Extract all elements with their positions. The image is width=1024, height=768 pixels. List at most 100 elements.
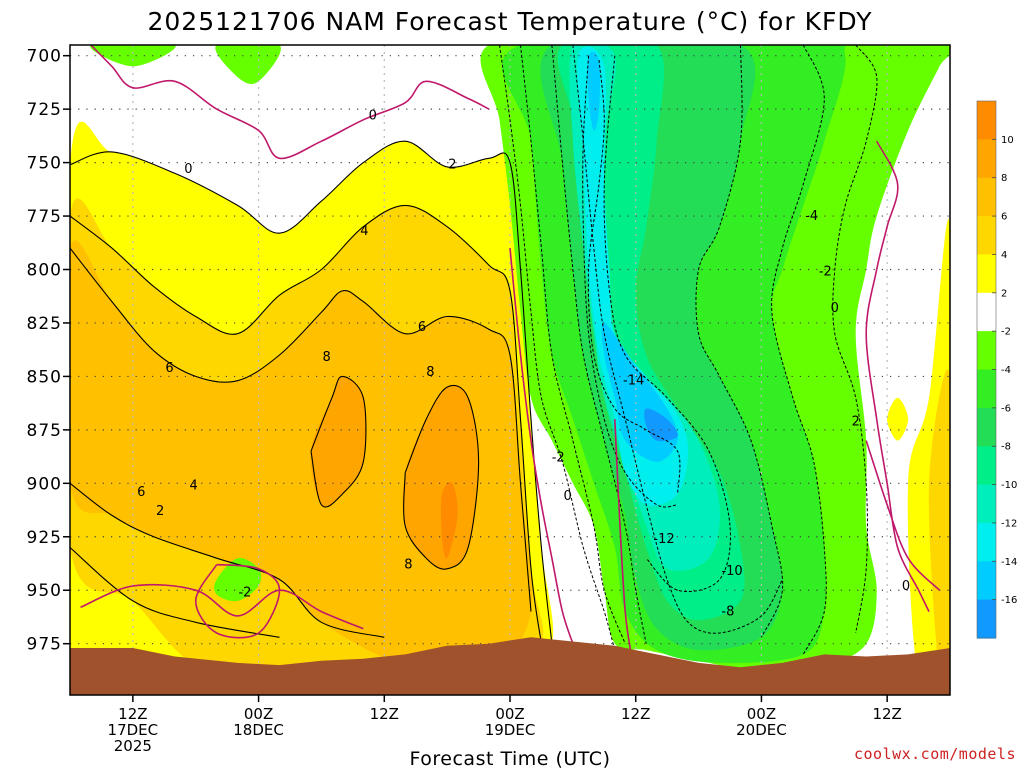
y-tick-label-775: 775 [27,207,62,227]
colorbar-label-7: -6 [1001,403,1011,414]
contour-negative-5 [587,59,681,495]
contour-label-19: -4 [805,209,818,224]
contour-negative-9 [832,45,878,634]
x-tick-label-6-2: 2025 [114,737,152,755]
credit-link[interactable]: coolwx.com/models [854,745,1016,763]
colorbar-swatch-2 [977,177,996,217]
temp-region-16 [887,397,909,441]
contour-zero-3 [80,583,364,630]
x-tick-label-30-0: 12Z [370,705,399,723]
contour-positive-6 [70,482,385,638]
contour-negative-7 [695,45,784,638]
y-tick-label-750: 750 [27,154,62,174]
y-tick-label-925: 925 [27,528,62,548]
colorbar-swatch-7 [977,369,996,409]
x-tick-label-6-0: 12Z [118,705,147,723]
y-tick-label-700: 700 [27,47,62,67]
terrain-layer [70,637,950,695]
temp-region-13 [587,51,601,131]
colorbar-label-3: 4 [1001,250,1007,261]
contour-label-3: 4 [360,224,368,239]
temp-region-5 [440,482,458,559]
contour-negative-8 [771,45,827,655]
contour-zero-6 [865,440,941,591]
colorbar-label-6: -4 [1001,365,1011,376]
contour-positive-3 [310,375,367,508]
contour-labels: 0 0 2 4 6 8 8 6 6 4 2 8 -2 -2 0 -14 -12 -10 -8 -4 -2 0 2 0 [137,109,910,620]
contour-negative-4 [603,55,731,593]
contour-label-10: 2 [156,504,164,519]
x-tick-label-18-1: 18DEC [233,721,284,739]
contour-label-15: -14 [623,374,644,389]
contour-positive-2 [70,247,532,612]
contour-label-9: 4 [189,478,197,493]
x-tick-label-66-1: 20DEC [736,721,787,739]
colorbar-swatch-10 [977,484,996,524]
contour-label-18: -8 [721,605,734,620]
colorbar-swatch-4 [977,254,996,294]
contour-label-0: 0 [184,162,192,177]
colorbar-swatch-0 [977,101,996,140]
contour-zero-1 [509,248,574,644]
colorbar-label-10: -12 [1001,518,1017,529]
contour-negative-6 [582,55,678,508]
x-tick-label-66-0: 00Z [747,705,776,723]
contour-zero-2 [614,419,632,651]
y-tick-label-850: 850 [27,367,62,387]
contour-positive-5 [70,547,280,638]
plot-area: 0 0 2 4 6 8 8 6 6 4 2 8 -2 -2 0 -14 -12 -10 -8 -4 -2 0 2 0 [70,45,950,695]
temp-region-4 [402,385,479,570]
contour-positive-0 [70,140,553,644]
colorbar-label-8: -8 [1001,442,1011,453]
colorbar-label-12: -16 [1001,595,1017,606]
y-tick-label-950: 950 [27,581,62,601]
colorbar-swatch-12 [977,561,996,601]
temp-region-19 [90,45,176,67]
contour-label-22: 2 [852,414,860,429]
contour-label-12: -2 [238,585,251,600]
x-tick-label-42-1: 19DEC [485,721,536,739]
contour-label-16: -12 [653,532,674,547]
contour-positive-4 [403,384,480,570]
colorbar-swatch-8 [977,407,996,447]
x-tick-label-78-0: 12Z [872,705,901,723]
colorbar-swatch-6 [977,331,996,371]
y-tick-label-975: 975 [27,635,62,655]
x-tick-label-54-0: 12Z [621,705,650,723]
colorbar-label-2: 6 [1001,212,1007,223]
contour-zero-0 [90,45,490,160]
colorbar-swatch-1 [977,139,996,179]
terrain-ground [70,637,950,695]
x-tick-label-42-0: 00Z [495,705,524,723]
contour-label-13: -2 [552,451,565,466]
contour-label-21: 0 [831,301,839,316]
x-tick-label-6-1: 17DEC [108,721,159,739]
contour-positive-1 [70,204,542,644]
contour-label-4: 6 [418,320,426,335]
temp-region-20 [215,45,281,84]
colorbar-label-4: 2 [1001,288,1007,299]
contour-label-1: 0 [369,109,377,124]
contour-label-2: 2 [448,158,456,173]
contour-label-6: 8 [426,365,434,380]
x-axis-label: Forecast Time (UTC) [410,748,611,768]
contour-label-5: 8 [323,350,331,365]
temp-region-14 [644,408,678,442]
contour-zero-4 [194,563,281,639]
colorbar: 10 8 6 4 2 -2 -4 -6 -8 -10 -12 -14 -16 [976,100,1017,639]
contour-zero-5 [865,140,930,612]
contour-negative-3 [572,45,783,634]
colorbar-label-1: 8 [1001,173,1007,184]
colorbar-label-5: -2 [1001,327,1011,338]
chart-title: 2025121706 NAM Forecast Temperature (°C)… [147,7,872,36]
contour-label-17: -10 [721,564,742,579]
temp-region-18 [928,369,950,695]
temp-region-3 [310,376,366,508]
temperature-fill-regions [70,45,950,695]
temp-region-2 [70,240,533,672]
colorbar-swatch-5 [977,292,996,332]
colorbar-label-11: -14 [1001,557,1017,568]
colorbar-label-0: 10 [1001,135,1014,146]
y-tick-label-800: 800 [27,261,62,281]
